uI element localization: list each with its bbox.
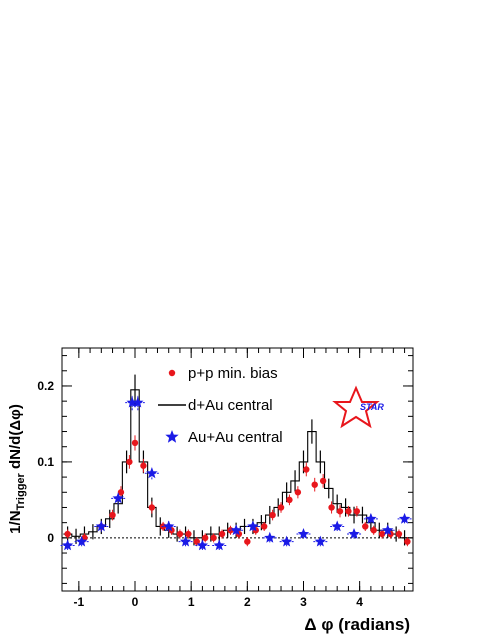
y-tick-label: 0 [47, 531, 54, 545]
pp-point [185, 530, 192, 538]
legend-auau-marker [165, 430, 179, 443]
y-axis-label-tail: dN/d(Δφ) [7, 404, 24, 473]
auau-point [348, 528, 360, 539]
pp-point [117, 489, 125, 496]
pp-point [395, 530, 403, 538]
auau-point [126, 396, 138, 408]
star-logo: STAR [332, 385, 384, 429]
pp-point [109, 511, 116, 519]
auau-point [75, 535, 88, 547]
pp-point [202, 534, 209, 542]
pp-point [404, 538, 411, 545]
legend-label: Au+Au central [188, 429, 283, 446]
auau-point [61, 539, 74, 551]
auau-point [196, 539, 209, 551]
pp-point [244, 538, 251, 545]
auau-point [365, 512, 377, 524]
auau-point [146, 467, 158, 479]
x-tick-label: 1 [188, 595, 195, 609]
d-au-histogram [63, 389, 409, 539]
pp-point [378, 530, 386, 538]
y-axis-label: 1/NTrigger dN/d(Δφ) [7, 404, 27, 534]
pp-point [193, 538, 200, 545]
pp-point [319, 477, 327, 485]
auau-point [280, 535, 293, 547]
auau-point [163, 520, 175, 532]
pp-point [64, 530, 71, 538]
auau-point [264, 531, 276, 543]
x-axis-label: Δ φ (radians) [304, 615, 410, 634]
pp-point [131, 439, 139, 447]
auau-point [95, 520, 107, 532]
pp-point [362, 523, 369, 530]
legend-label: p+p min. bias [188, 365, 278, 382]
pp-point [303, 466, 310, 473]
pp-point [345, 508, 352, 515]
auau-point [398, 512, 411, 524]
auau-point [112, 492, 124, 504]
y-tick-label: 0.1 [37, 455, 54, 469]
auau-point [213, 539, 225, 551]
pp-point [140, 462, 147, 469]
plot-frame [61, 347, 414, 592]
points-group [60, 395, 412, 551]
star-logo-shape [332, 385, 380, 429]
pp-point [260, 523, 268, 530]
auau-point [132, 396, 144, 408]
pp-point [353, 508, 361, 515]
pp-point [148, 504, 156, 511]
auau-point [314, 535, 326, 547]
legend-label: d+Au central [188, 397, 273, 414]
legend: p+p min. bias d+Au central Au+Au central [158, 365, 283, 446]
x-tick-label: -1 [74, 595, 85, 609]
y-axis-label-subscript: Trigger [15, 472, 27, 510]
y-axis-label-main: 1/N [7, 510, 24, 533]
pp-point [269, 511, 276, 519]
pp-point [277, 504, 285, 511]
x-tick-label: 4 [356, 595, 363, 609]
pp-point [286, 496, 293, 504]
star-logo-text: STAR [360, 402, 384, 412]
pp-point [176, 530, 184, 538]
legend-pp-marker [168, 369, 176, 377]
auau-point [382, 524, 394, 536]
svg-text:1/NTrigger dN/d(Δφ): 1/NTrigger dN/d(Δφ) [7, 404, 27, 534]
pp-point [218, 530, 226, 538]
pp-point [311, 481, 318, 488]
pp-point [294, 489, 302, 496]
y-tick-label: 0.2 [37, 379, 54, 393]
axis-ticks: -1 0 1 2 3 4 0 0.1 0.2 [37, 348, 413, 609]
auau-point [331, 520, 343, 532]
pp-point [370, 527, 377, 534]
x-tick-label: 2 [244, 595, 251, 609]
pp-point [336, 508, 344, 515]
auau-point [297, 528, 310, 539]
x-tick-label: 3 [300, 595, 307, 609]
auau-point [230, 524, 242, 536]
auau-point [247, 520, 259, 532]
auau-point [179, 535, 192, 547]
x-tick-label: 0 [132, 595, 139, 609]
pp-point [328, 504, 335, 511]
pp-point [126, 458, 133, 466]
pp-point [210, 534, 217, 542]
